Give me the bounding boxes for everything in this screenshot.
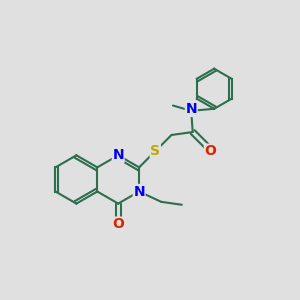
Text: O: O — [204, 144, 216, 158]
Text: O: O — [112, 217, 124, 231]
Text: S: S — [150, 144, 160, 158]
Text: N: N — [185, 102, 197, 116]
Text: N: N — [112, 148, 124, 162]
Text: N: N — [133, 184, 145, 199]
